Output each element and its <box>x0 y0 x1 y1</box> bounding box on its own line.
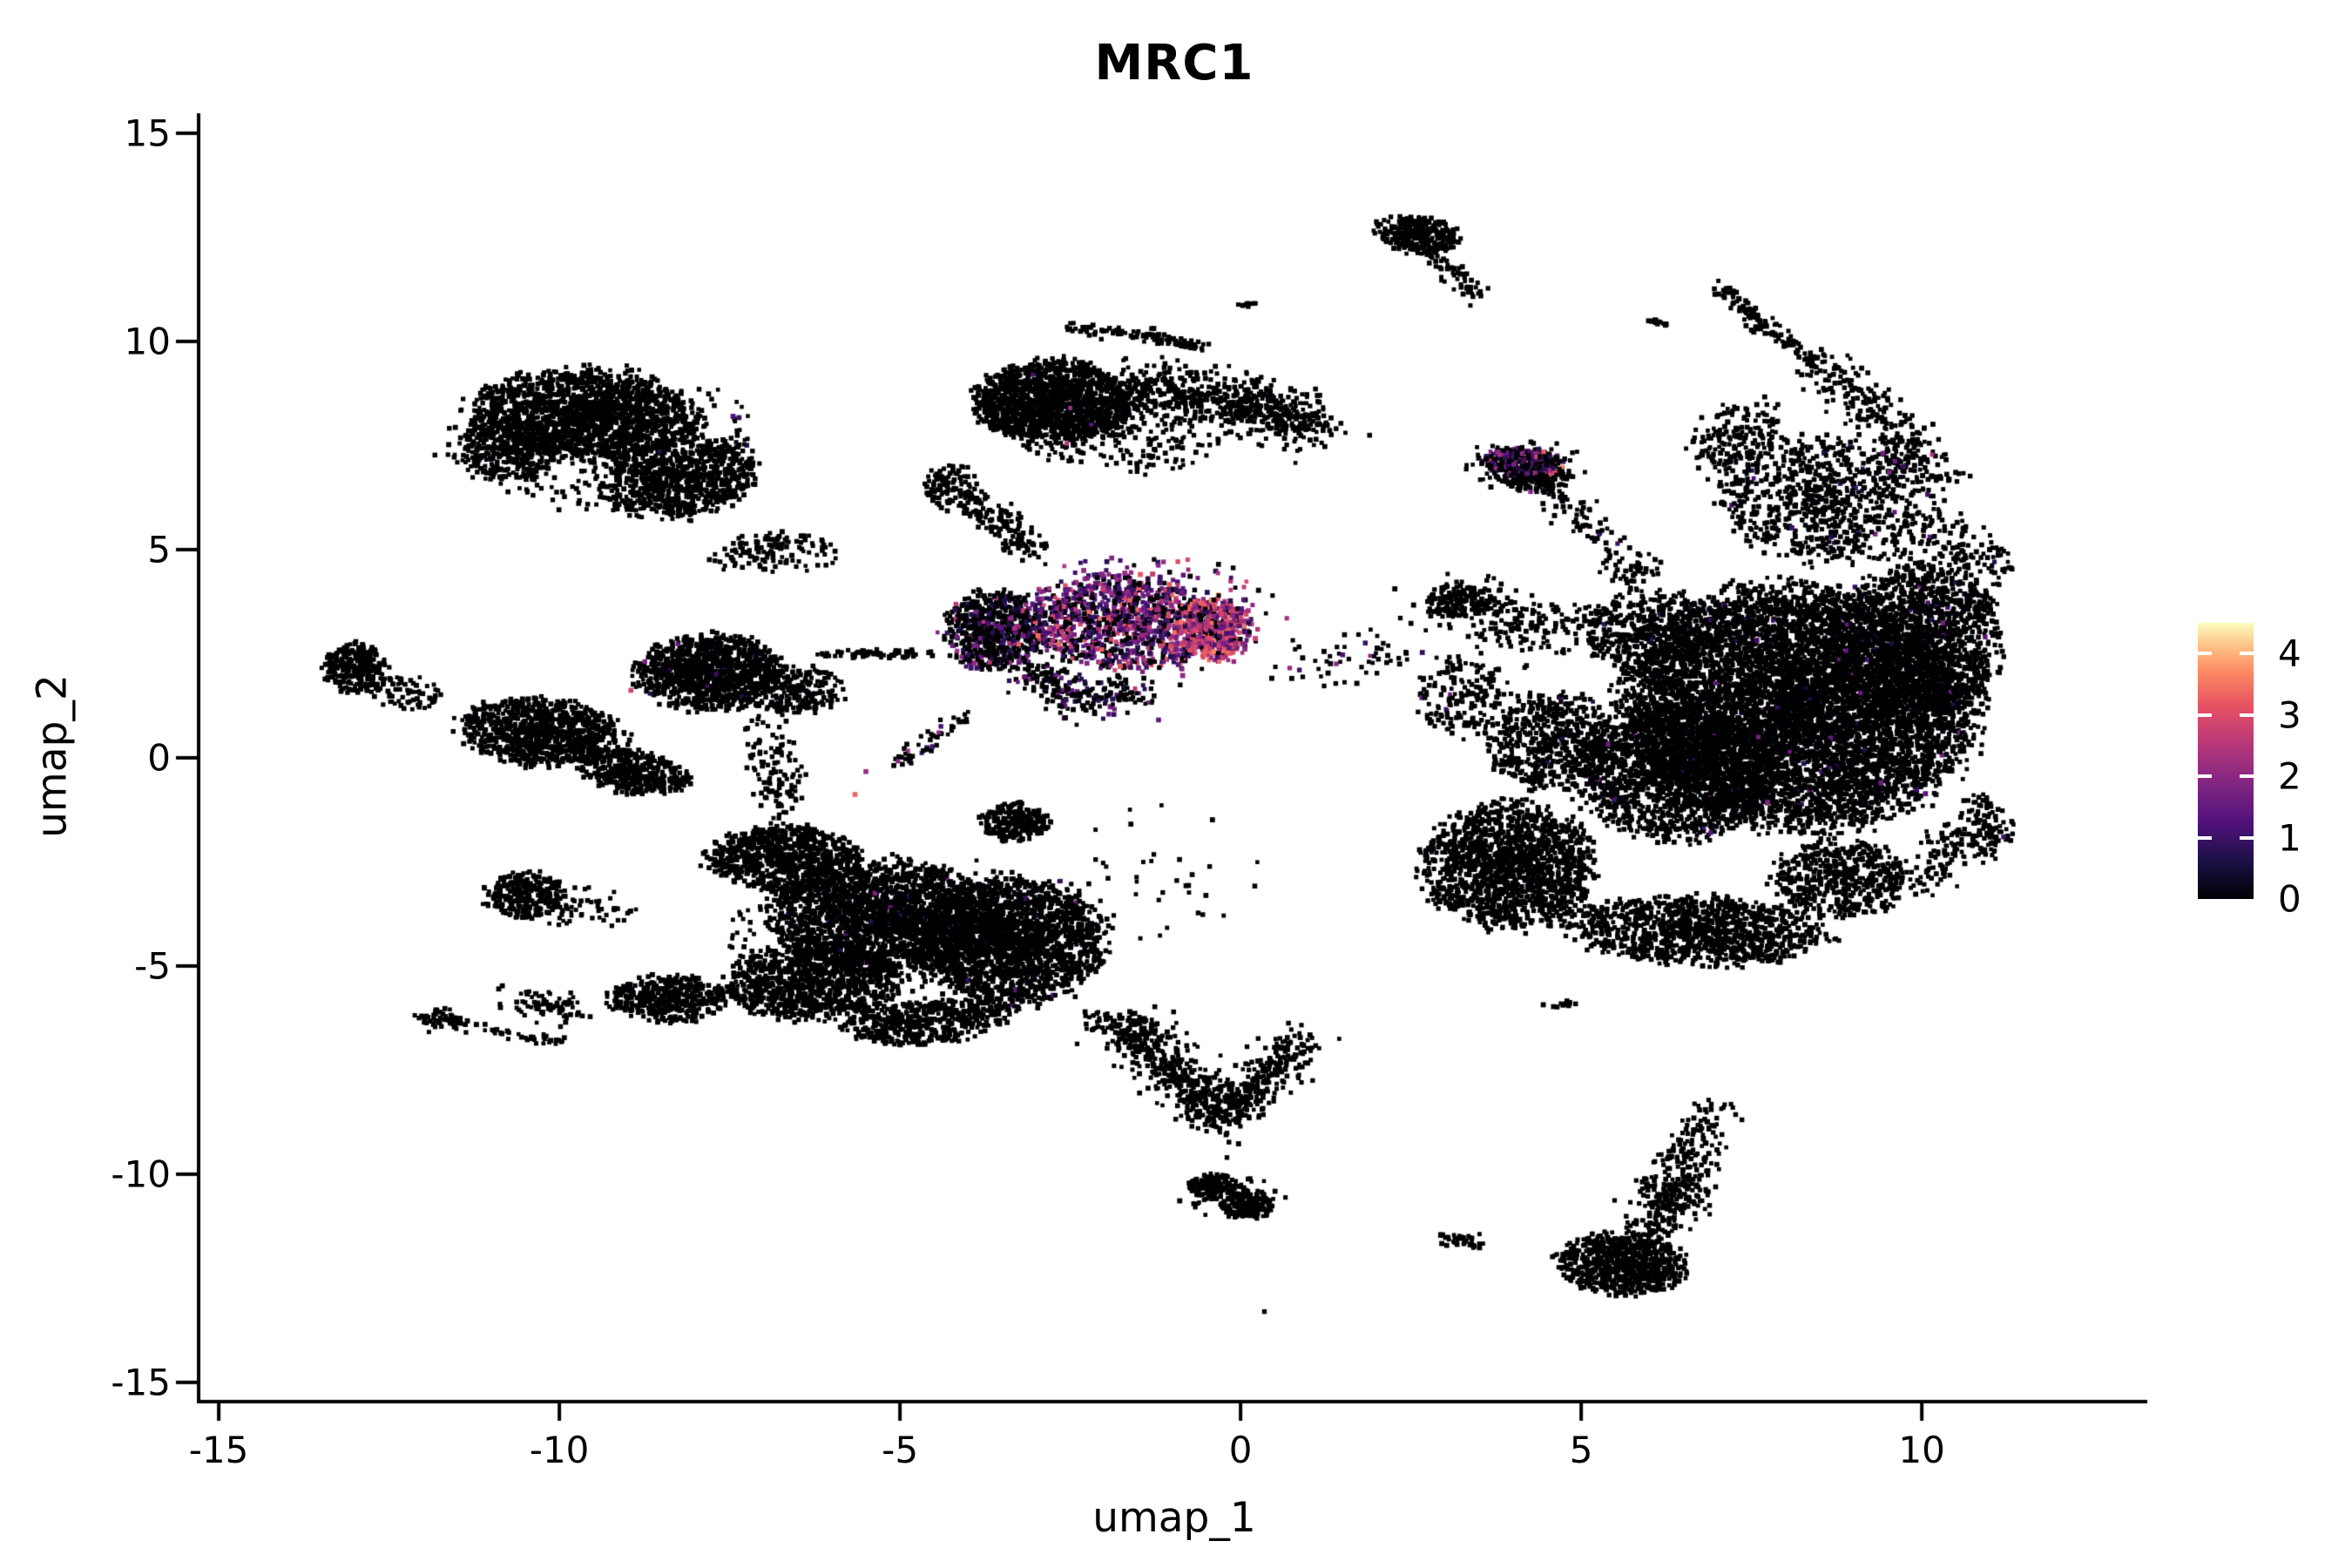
x-tick-label: 0 <box>1228 1429 1253 1471</box>
y-tick-label: -5 <box>134 944 171 988</box>
y-tick-label: 0 <box>147 736 171 780</box>
x-axis-title: umap_1 <box>1092 1494 1256 1542</box>
x-tick-label: -10 <box>529 1429 590 1471</box>
colorbar-tick-dash <box>2240 835 2254 840</box>
colorbar-tick-dash <box>2198 774 2212 779</box>
colorbar-tick-label: 1 <box>2278 816 2301 860</box>
y-axis-title: umap_2 <box>28 674 77 838</box>
colorbar-tick-dash <box>2198 652 2212 656</box>
y-tick-label: -15 <box>111 1361 171 1404</box>
y-tick-label: 5 <box>147 528 171 571</box>
y-tick-label: 10 <box>124 320 171 363</box>
colorbar-tick-dash <box>2240 713 2254 717</box>
colorbar-tick-dash <box>2198 713 2212 717</box>
x-tick-label: 10 <box>1898 1429 1945 1471</box>
x-tick-label: -15 <box>188 1429 249 1471</box>
colorbar-gradient <box>2198 623 2254 899</box>
colorbar-tick-dash <box>2198 835 2212 840</box>
colorbar-tick-label: 3 <box>2278 693 2301 737</box>
colorbar-tick-label: 0 <box>2278 877 2301 921</box>
y-tick-label: -10 <box>111 1152 171 1196</box>
x-tick-label: 5 <box>1569 1429 1593 1471</box>
y-tick-label: 15 <box>124 112 171 155</box>
x-tick-label: -5 <box>882 1429 919 1471</box>
colorbar-tick-dash <box>2240 774 2254 779</box>
colorbar-tick-label: 4 <box>2278 632 2301 675</box>
plot-title: MRC1 <box>1094 35 1254 91</box>
colorbar-tick-label: 2 <box>2278 754 2301 798</box>
colorbar-tick-dash <box>2240 652 2254 656</box>
